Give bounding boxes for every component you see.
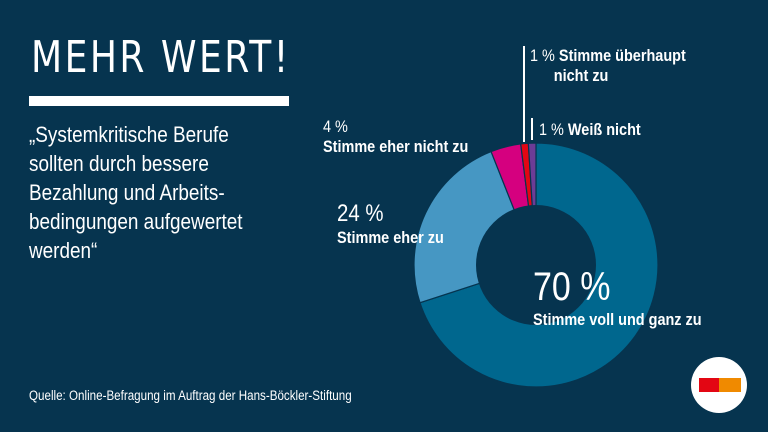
hans-boeckler-logo xyxy=(691,357,747,413)
label-ueberhaupt-text: Stimme überhaupt xyxy=(558,46,686,65)
logo-red-bar xyxy=(699,378,719,392)
label-ehernicht-text: Stimme eher nicht zu xyxy=(323,136,469,156)
quote-line: bedingungen aufgewertet xyxy=(29,209,243,234)
quote-line: werden“ xyxy=(29,238,98,263)
source-note: Quelle: Online-Befragung im Auftrag der … xyxy=(29,388,352,403)
label-eher: 24 % Stimme eher zu xyxy=(337,200,444,247)
leader-line-weiss xyxy=(531,118,533,140)
quote-line: Bezahlung und Arbeits- xyxy=(29,180,225,205)
logo-orange-bar xyxy=(719,378,741,392)
label-eher-text: Stimme eher zu xyxy=(337,227,444,247)
label-ueberhaupt-pct: 1 % xyxy=(530,46,555,65)
label-voll: 70 % Stimme voll und ganz zu xyxy=(533,264,702,330)
page-title: MEHR WERT! xyxy=(31,32,291,83)
label-voll-text: Stimme voll und ganz zu xyxy=(533,310,702,329)
survey-statement: „Systemkritische Berufe sollten durch be… xyxy=(29,120,304,265)
label-ehernicht-pct: 4 % xyxy=(323,117,348,136)
title-underline xyxy=(29,96,289,106)
label-weiss-text: Weiß nicht xyxy=(567,120,641,139)
label-eher-pct: 24 % xyxy=(337,200,384,227)
label-voll-pct: 70 % xyxy=(533,265,611,309)
label-ehernicht: 4 % Stimme eher nicht zu xyxy=(323,117,468,156)
label-weiss-pct: 1 % xyxy=(539,120,564,139)
label-weiss: 1 % Weiß nicht xyxy=(539,120,641,140)
quote-line: sollten durch bessere xyxy=(29,151,209,176)
leader-line-ueberhaupt xyxy=(523,46,525,142)
label-ueberhaupt: 1 % Stimme überhaupt nicht zu xyxy=(530,46,686,85)
quote-line: „Systemkritische Berufe xyxy=(29,122,229,147)
label-ueberhaupt-text2: nicht zu xyxy=(553,65,609,85)
